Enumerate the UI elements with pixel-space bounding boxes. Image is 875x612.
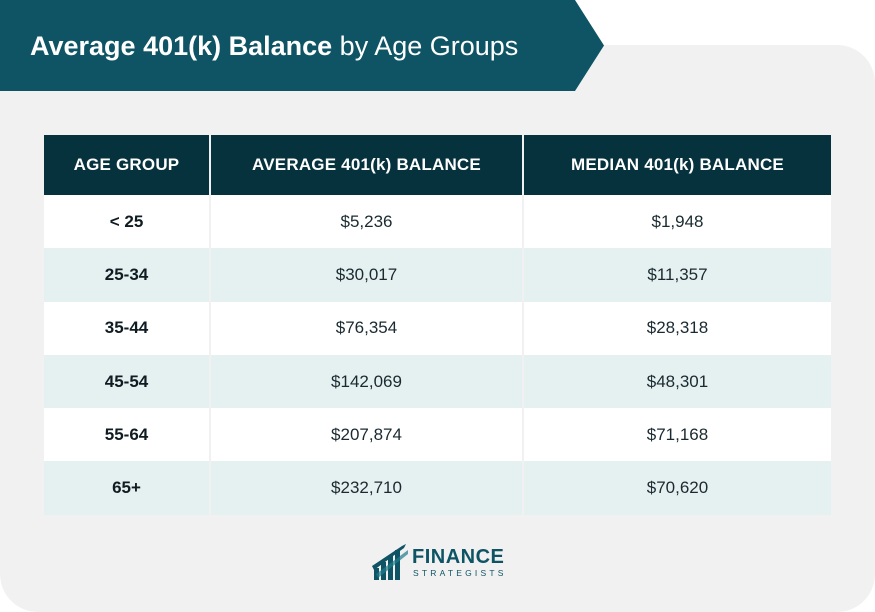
age-cell: < 25 bbox=[44, 195, 209, 249]
median-cell: $1,948 bbox=[524, 195, 831, 249]
age-cell: 65+ bbox=[44, 461, 209, 515]
title-banner: Average 401(k) Balance by Age Groups bbox=[0, 0, 604, 91]
title-regular: by Age Groups bbox=[332, 31, 519, 61]
table-row: 45-54 $142,069 $48,301 bbox=[44, 354, 831, 409]
median-cell: $11,357 bbox=[524, 248, 831, 302]
median-cell: $48,301 bbox=[524, 354, 831, 409]
average-cell: $30,017 bbox=[211, 248, 522, 302]
logo-subtitle: STRATEGISTS bbox=[413, 568, 507, 578]
median-cell: $71,168 bbox=[524, 408, 831, 462]
header-median-balance: MEDIAN 401(k) BALANCE bbox=[524, 135, 831, 195]
bar-chart-logo-icon bbox=[372, 544, 408, 580]
age-cell: 35-44 bbox=[44, 301, 209, 355]
table-header-row: AGE GROUP AVERAGE 401(k) BALANCE MEDIAN … bbox=[44, 135, 831, 195]
median-cell: $70,620 bbox=[524, 461, 831, 515]
table-row: < 25 $5,236 $1,948 bbox=[44, 195, 831, 249]
title-bold: Average 401(k) Balance bbox=[30, 31, 333, 61]
age-cell: 55-64 bbox=[44, 408, 209, 462]
logo-name: FINANCE bbox=[412, 546, 505, 568]
average-cell: $142,069 bbox=[211, 354, 522, 409]
finance-strategists-logo: FINANCE STRATEGISTS bbox=[372, 544, 512, 584]
age-cell: 45-54 bbox=[44, 354, 209, 409]
header-average-balance: AVERAGE 401(k) BALANCE bbox=[211, 135, 522, 195]
average-cell: $5,236 bbox=[211, 195, 522, 249]
balance-table: AGE GROUP AVERAGE 401(k) BALANCE MEDIAN … bbox=[44, 135, 831, 515]
table-row: 65+ $232,710 $70,620 bbox=[44, 461, 831, 515]
average-cell: $207,874 bbox=[211, 408, 522, 462]
median-cell: $28,318 bbox=[524, 301, 831, 355]
average-cell: $76,354 bbox=[211, 301, 522, 355]
table-row: 25-34 $30,017 $11,357 bbox=[44, 248, 831, 302]
age-cell: 25-34 bbox=[44, 248, 209, 302]
header-age-group: AGE GROUP bbox=[44, 135, 209, 195]
page-title: Average 401(k) Balance by Age Groups bbox=[30, 28, 518, 64]
table-row: 55-64 $207,874 $71,168 bbox=[44, 408, 831, 462]
average-cell: $232,710 bbox=[211, 461, 522, 515]
table-row: 35-44 $76,354 $28,318 bbox=[44, 301, 831, 355]
